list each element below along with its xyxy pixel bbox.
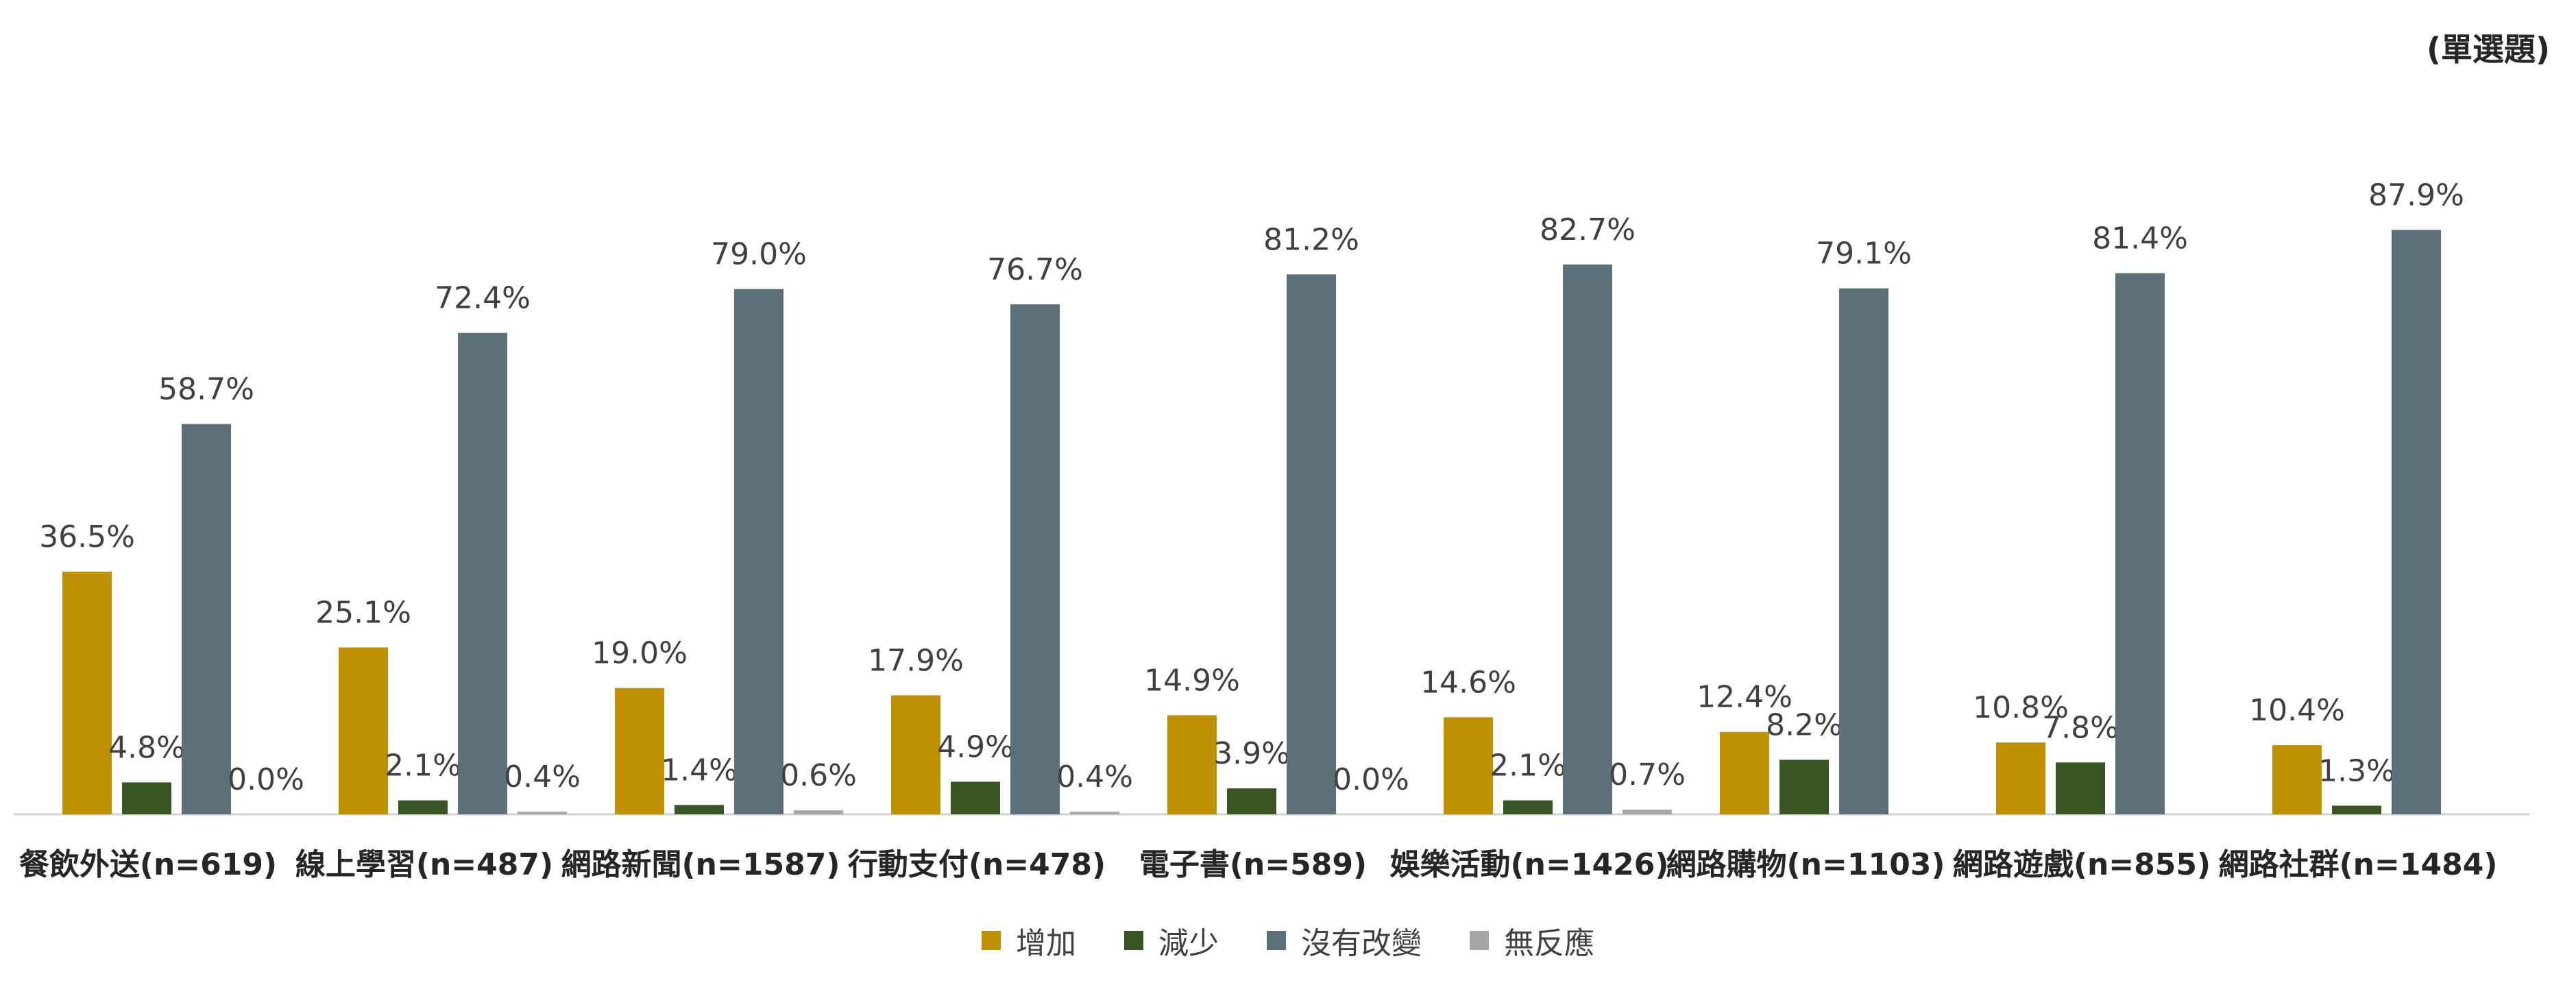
bar-decrease-9: [2332, 805, 2381, 814]
question-type-note: (單選題): [2426, 31, 2550, 68]
bar-no-change-1: [182, 424, 231, 814]
data-label-no-response-5: 0.0%: [1333, 762, 1409, 797]
data-label-decrease-8: 7.8%: [2042, 710, 2119, 745]
category-label-9: 網路社群(n=1484): [2219, 847, 2498, 882]
legend-label-decrease: 減少: [1158, 926, 1219, 961]
bar-increase-7: [1720, 731, 1769, 814]
data-label-no-change-1: 58.7%: [158, 372, 254, 407]
data-label-increase-1: 36.5%: [39, 520, 135, 555]
legend-item-increase: 增加: [982, 919, 1076, 962]
data-label-no-change-8: 81.4%: [2092, 221, 2188, 256]
data-label-no-response-3: 0.6%: [780, 758, 857, 793]
legend-swatch-decrease: [1124, 931, 1143, 950]
bar-no-change-4: [1010, 304, 1060, 814]
bar-decrease-5: [1227, 788, 1276, 814]
data-label-increase-5: 14.9%: [1144, 663, 1240, 698]
bar-no-change-3: [734, 289, 783, 814]
category-label-6: 娛樂活動(n=1426): [1390, 847, 1669, 882]
legend-label-no-response: 無反應: [1504, 926, 1594, 961]
bar-increase-9: [2272, 745, 2322, 814]
category-label-1: 餐飲外送(n=619): [19, 847, 277, 882]
data-label-no-change-5: 81.2%: [1263, 222, 1359, 257]
legend-item-decrease: 減少: [1124, 919, 1219, 962]
bar-decrease-6: [1503, 800, 1553, 814]
bar-increase-5: [1167, 715, 1217, 814]
category-label-4: 行動支付(n=478): [848, 847, 1106, 882]
data-label-increase-8: 10.8%: [1973, 690, 2069, 725]
bar-decrease-2: [398, 800, 448, 814]
legend-swatch-increase: [982, 931, 1001, 950]
data-label-no-response-2: 0.4%: [504, 759, 581, 794]
data-label-decrease-7: 8.2%: [1766, 707, 1843, 742]
data-label-increase-7: 12.4%: [1697, 680, 1793, 715]
bar-no-change-9: [2392, 230, 2441, 814]
bar-decrease-7: [1779, 759, 1829, 814]
bar-no-change-2: [458, 332, 507, 815]
data-label-no-change-6: 82.7%: [1540, 212, 1636, 247]
category-label-3: 網路新聞(n=1587): [561, 847, 840, 882]
bar-no-response-6: [1623, 810, 1672, 814]
bar-decrease-8: [2056, 762, 2105, 814]
data-label-decrease-9: 1.3%: [2318, 753, 2395, 788]
bar-no-response-2: [518, 812, 567, 814]
data-label-no-response-4: 0.4%: [1056, 759, 1133, 794]
data-label-increase-9: 10.4%: [2249, 693, 2345, 728]
legend-label-no-change: 沒有改變: [1301, 926, 1422, 961]
data-label-decrease-5: 3.9%: [1213, 736, 1290, 771]
data-label-no-change-2: 72.4%: [435, 281, 531, 316]
data-label-increase-4: 17.9%: [868, 643, 964, 678]
bar-decrease-3: [675, 805, 724, 814]
data-label-no-change-4: 76.7%: [987, 252, 1083, 287]
data-label-no-response-1: 0.0%: [228, 762, 304, 797]
category-label-2: 線上學習(n=487): [295, 847, 553, 882]
bar-increase-4: [891, 695, 940, 814]
data-label-decrease-6: 2.1%: [1490, 749, 1566, 783]
legend-item-no-response: 無反應: [1470, 919, 1594, 962]
category-label-5: 電子書(n=589): [1139, 847, 1367, 882]
bar-increase-6: [1444, 717, 1493, 814]
data-label-decrease-4: 4.9%: [937, 729, 1014, 764]
data-label-no-change-3: 79.0%: [711, 237, 807, 272]
bar-decrease-1: [122, 782, 171, 814]
bar-increase-1: [62, 571, 112, 814]
bar-increase-3: [615, 688, 664, 814]
bar-no-change-8: [2115, 273, 2165, 814]
bar-no-response-3: [794, 810, 843, 814]
data-label-no-change-7: 79.1%: [1816, 236, 1912, 271]
data-label-increase-6: 14.6%: [1420, 665, 1516, 700]
data-label-increase-2: 25.1%: [315, 596, 411, 631]
data-label-decrease-1: 4.8%: [108, 730, 185, 765]
bar-no-response-4: [1070, 812, 1119, 814]
bar-decrease-4: [951, 781, 1000, 814]
data-label-increase-3: 19.0%: [592, 636, 688, 671]
category-label-8: 網路遊戲(n=855): [1953, 847, 2211, 882]
data-label-decrease-2: 2.1%: [385, 749, 461, 783]
legend: 增加 減少 沒有改變 無反應: [0, 919, 2576, 962]
bar-increase-8: [1996, 742, 2045, 814]
legend-item-no-change: 沒有改變: [1267, 919, 1422, 962]
bar-increase-2: [339, 647, 388, 814]
bar-no-change-5: [1287, 274, 1336, 814]
legend-swatch-no-change: [1267, 931, 1286, 950]
data-label-no-response-6: 0.7%: [1609, 757, 1686, 792]
legend-label-increase: 增加: [1016, 926, 1076, 961]
data-label-decrease-3: 1.4%: [661, 753, 738, 788]
bar-no-change-6: [1563, 264, 1612, 814]
legend-swatch-no-response: [1470, 931, 1489, 950]
category-label-7: 網路購物(n=1103): [1666, 847, 1945, 882]
data-label-no-change-9: 87.9%: [2368, 178, 2464, 212]
bar-no-change-7: [1839, 288, 1888, 815]
